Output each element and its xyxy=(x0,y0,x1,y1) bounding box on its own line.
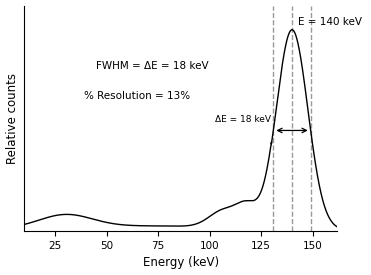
Text: FWHM = ΔE = 18 keV: FWHM = ΔE = 18 keV xyxy=(96,61,208,71)
Y-axis label: Relative counts: Relative counts xyxy=(6,73,19,164)
X-axis label: Energy (keV): Energy (keV) xyxy=(143,257,219,269)
Text: E = 140 keV: E = 140 keV xyxy=(298,17,362,27)
Text: ΔE = 18 keV: ΔE = 18 keV xyxy=(216,116,272,124)
Text: % Resolution = 13%: % Resolution = 13% xyxy=(85,91,191,101)
